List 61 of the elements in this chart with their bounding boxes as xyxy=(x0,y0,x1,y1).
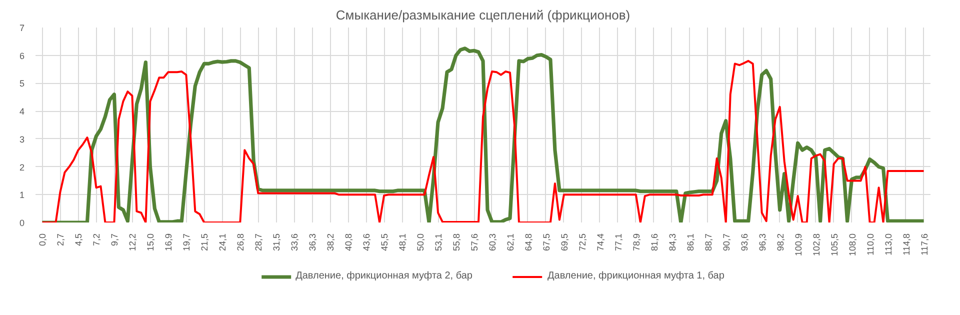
x-tick-label: 33,6 xyxy=(290,233,300,252)
x-tick-label: 114,8 xyxy=(901,233,912,256)
y-tick-label: 1 xyxy=(19,190,25,200)
x-tick-label: 100,9 xyxy=(793,233,804,256)
x-tick-label: 9,7 xyxy=(110,233,120,246)
x-tick-label: 53,1 xyxy=(434,233,444,252)
y-tick-label: 5 xyxy=(19,78,25,89)
x-tick-label: 62,1 xyxy=(505,233,516,252)
x-tick-label: 69,5 xyxy=(559,233,570,252)
x-tick-label: 93,6 xyxy=(739,233,750,252)
x-tick-label: 24,1 xyxy=(218,233,228,252)
x-tick-label: 98,2 xyxy=(775,233,786,252)
x-tick-label: 90,7 xyxy=(721,233,732,252)
legend-label: Давление, фрикционная муфта 2, бар xyxy=(296,270,472,282)
chart-title: Смыкание/размыкание сцеплений (фрикционов) xyxy=(336,8,630,22)
x-tick-label: 38,2 xyxy=(326,233,336,252)
x-tick-label: 105,5 xyxy=(829,233,840,256)
x-tick-label: 48,1 xyxy=(398,233,408,252)
x-tick-label: 0,0 xyxy=(38,233,48,246)
x-tick-label: 108,0 xyxy=(847,233,858,256)
x-tick-label: 72,5 xyxy=(577,233,588,252)
y-tick-label: 4 xyxy=(19,106,25,117)
x-tick-label: 77,1 xyxy=(613,233,624,252)
x-tick-label: 57,6 xyxy=(470,233,480,252)
x-tick-label: 81,6 xyxy=(649,233,660,252)
x-tick-label: 113,0 xyxy=(883,233,894,256)
x-tick-label: 19,7 xyxy=(182,233,192,252)
y-tick-label: 2 xyxy=(19,162,25,172)
y-tick-label: 3 xyxy=(19,134,25,144)
x-tick-label: 86,1 xyxy=(685,233,696,252)
x-tick-label: 74,4 xyxy=(595,233,606,252)
x-tick-label: 16,9 xyxy=(164,233,174,252)
x-tick-label: 88,7 xyxy=(703,233,714,252)
x-tick-label: 102,8 xyxy=(811,233,822,256)
x-tick-label: 117,6 xyxy=(919,233,930,256)
y-tick-label: 6 xyxy=(19,50,25,61)
x-tick-label: 64,8 xyxy=(523,233,534,252)
y-tick-label: 0 xyxy=(19,218,25,228)
x-tick-label: 50,0 xyxy=(416,233,426,252)
x-tick-label: 2,7 xyxy=(56,233,66,246)
x-tick-label: 15,0 xyxy=(146,233,156,252)
x-tick-label: 110,0 xyxy=(865,233,876,256)
x-tick-label: 7,2 xyxy=(92,233,102,246)
x-tick-label: 43,6 xyxy=(362,233,372,252)
legend-label: Давление, фрикционная муфта 1, бар xyxy=(548,270,724,282)
x-tick-label: 45,5 xyxy=(380,233,390,252)
x-tick-label: 67,5 xyxy=(541,233,552,252)
y-tick-label: 7 xyxy=(19,23,25,33)
x-tick-label: 31,5 xyxy=(272,233,282,252)
x-tick-label: 12,2 xyxy=(128,233,138,252)
x-tick-label: 84,3 xyxy=(667,233,678,252)
x-tick-label: 26,8 xyxy=(236,233,246,252)
x-tick-label: 55,8 xyxy=(452,233,462,252)
x-tick-label: 96,3 xyxy=(757,233,768,252)
x-tick-label: 4,5 xyxy=(74,233,84,246)
x-tick-label: 60,3 xyxy=(487,233,498,252)
x-tick-label: 40,8 xyxy=(344,233,354,252)
x-tick-label: 78,9 xyxy=(631,233,642,252)
x-tick-label: 36,3 xyxy=(308,233,318,252)
x-tick-label: 28,7 xyxy=(254,233,264,252)
x-tick-label: 21,5 xyxy=(200,233,210,252)
